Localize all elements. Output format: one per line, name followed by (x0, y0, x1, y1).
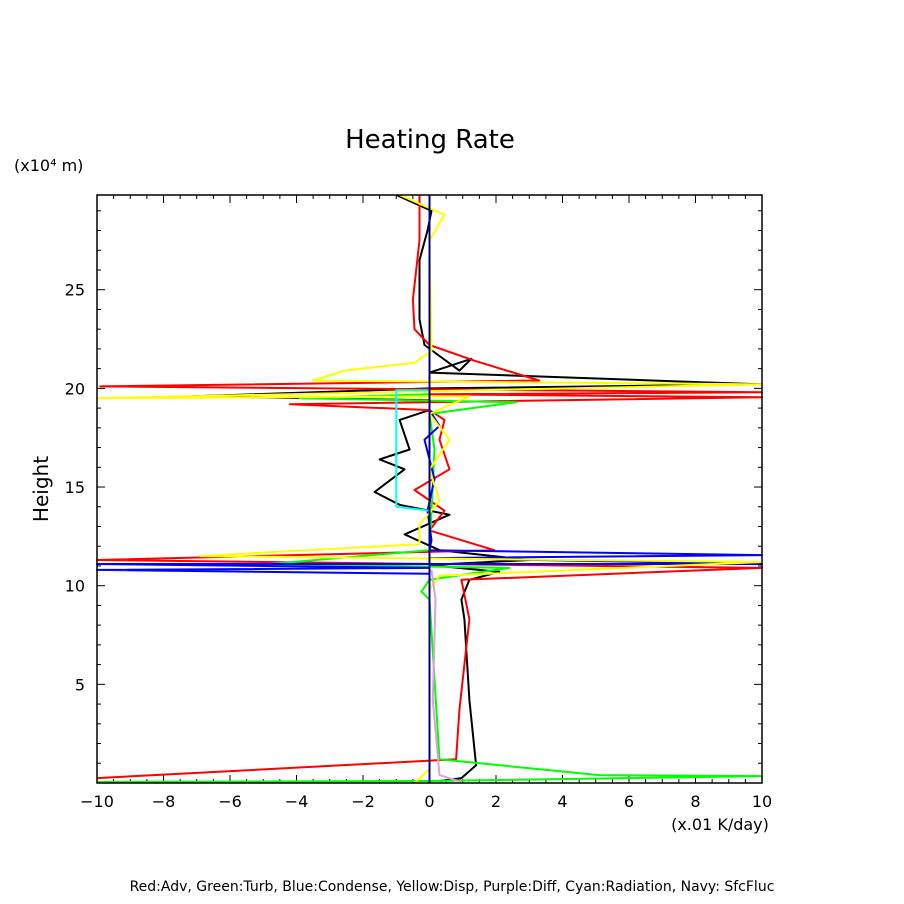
x-tick-label: 6 (624, 792, 634, 811)
series-line-adv (96, 195, 763, 780)
y-axis-label: Height (29, 456, 53, 522)
series-line-total (192, 194, 763, 782)
x-axis-label: (x.01 K/day) (671, 815, 769, 834)
x-tick-label: 8 (690, 792, 700, 811)
legend-text: Red:Adv, Green:Turb, Blue:Condense, Yell… (130, 879, 775, 895)
x-tick-label: 0 (424, 792, 434, 811)
y-tick-label: 25 (65, 281, 85, 300)
x-tick-label: −10 (80, 792, 114, 811)
plot-frame (96, 194, 763, 784)
y-unit-label: (x10⁴ m) (14, 156, 83, 175)
x-tick-label: 2 (491, 792, 501, 811)
y-tick-label: 10 (65, 577, 85, 596)
x-tick-label: 4 (557, 792, 567, 811)
y-tick-label: 15 (65, 478, 85, 497)
x-tick-label: 10 (752, 792, 772, 811)
x-tick-label: −6 (218, 792, 242, 811)
series-line-diff (430, 569, 462, 783)
x-tick-label: −4 (285, 792, 309, 811)
series-line-disp (96, 194, 763, 784)
series-line-radiation (395, 389, 430, 512)
chart-title: Heating Rate (345, 125, 515, 155)
x-tick-label: −8 (152, 792, 176, 811)
y-tick-label: 20 (65, 379, 85, 398)
x-tick-label: −2 (351, 792, 375, 811)
series-line-condense (96, 409, 763, 575)
y-tick-label: 5 (75, 675, 85, 694)
